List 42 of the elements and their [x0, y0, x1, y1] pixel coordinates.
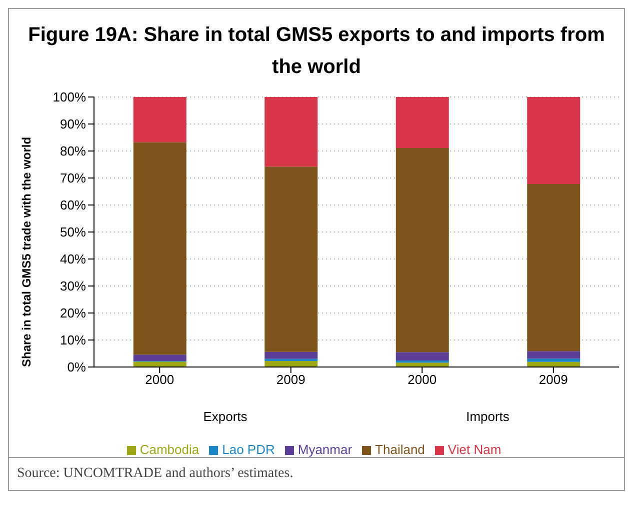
bar — [527, 184, 580, 352]
y-tick-label: 100% — [52, 90, 86, 105]
y-axis-title: Share in total GMS5 trade with the world — [19, 136, 34, 367]
legend-label: Thailand — [375, 442, 425, 457]
x-tick-label: 2009 — [538, 372, 568, 388]
bar — [264, 97, 318, 167]
x-tick-label: 2000 — [408, 372, 437, 388]
y-tick-label: 90% — [60, 116, 86, 132]
x-tick-label: 2009 — [276, 372, 306, 388]
y-tick-label: 30% — [60, 278, 86, 294]
chart-title: Figure 19A: Share in total GMS5 exports to and imports from the world — [27, 23, 606, 80]
bar — [396, 362, 449, 367]
bar — [133, 97, 186, 142]
x-tick-label: 2000 — [145, 372, 174, 388]
y-tick-label: 40% — [60, 252, 86, 267]
bar — [396, 352, 449, 361]
bar — [133, 354, 186, 362]
bar — [264, 361, 318, 367]
y-tick-label: 20% — [60, 306, 86, 321]
y-tick-label: 70% — [60, 170, 86, 186]
bar — [264, 166, 318, 352]
y-tick-label: 0% — [67, 360, 86, 375]
bar — [133, 142, 186, 355]
bar — [264, 358, 318, 362]
text: Imports — [465, 409, 510, 424]
bar — [133, 362, 186, 367]
legend-label: Lao PDR — [222, 442, 275, 457]
legend-label: Viet Nam — [448, 442, 502, 457]
y-tick-label: 10% — [60, 332, 86, 348]
y-tick-label: 50% — [60, 224, 86, 240]
bar — [527, 358, 580, 362]
source-note: Source: UNCOMTRADE and authors’ estimates. — [9, 457, 624, 490]
bar — [527, 97, 580, 184]
bar — [396, 97, 449, 148]
y-tick-label: 80% — [60, 144, 86, 159]
text: Exports — [202, 409, 248, 424]
y-tick-label: 60% — [60, 198, 86, 213]
bar — [527, 351, 580, 359]
bar — [264, 352, 318, 359]
legend-label: Myanmar — [298, 442, 352, 457]
bar — [396, 148, 449, 352]
legend-label: Cambodia — [140, 442, 200, 457]
